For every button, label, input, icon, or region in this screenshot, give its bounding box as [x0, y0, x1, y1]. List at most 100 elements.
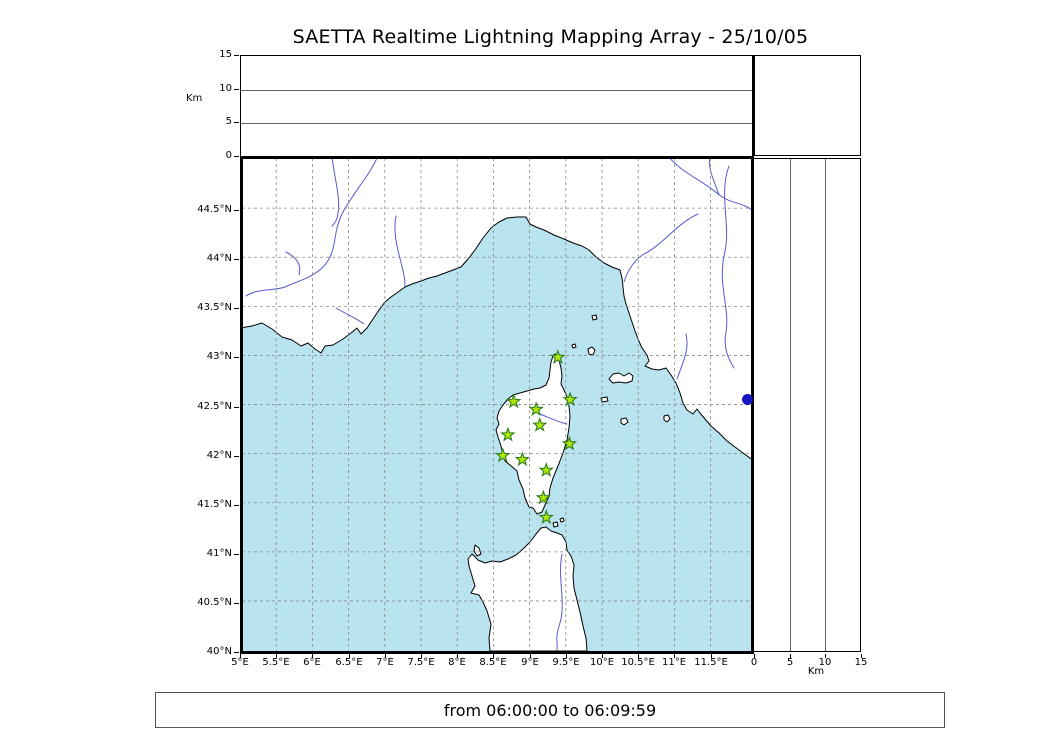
alt-tick-label: 15 [219, 49, 232, 60]
alt-tick-label: 10 [219, 83, 232, 94]
river-line [394, 215, 406, 287]
lon-tick-label: 11°E [661, 657, 687, 668]
lat-tick-mark [234, 554, 239, 555]
capraia-island [587, 346, 596, 356]
alt-tick-mark [234, 156, 239, 157]
lon-tick-mark [276, 654, 277, 658]
lat-tick-mark [234, 259, 239, 260]
km-tick-label: 5 [786, 657, 794, 668]
map-frame-border [240, 156, 754, 654]
maddalena-islet-2 [559, 517, 565, 523]
alt-tick-mark [234, 55, 239, 56]
lat-tick-mark [234, 505, 239, 506]
station-star [505, 393, 522, 409]
corsica-island [495, 353, 571, 515]
lon-tick-label: 5.5°E [262, 657, 290, 668]
altitude-axis-label-top: Km [186, 93, 203, 104]
gorgona-islet [591, 314, 598, 321]
lat-tick-label: 43°N [206, 351, 232, 362]
km-tick-mark [754, 654, 755, 658]
station-star [561, 435, 578, 451]
altitude-longitude-panel [240, 55, 755, 156]
page-title: SAETTA Realtime Lightning Mapping Array … [292, 26, 809, 48]
river-line [331, 156, 340, 227]
lon-tick-mark [240, 654, 241, 658]
time-range-text: from 06:00:00 to 06:09:59 [443, 700, 657, 720]
lat-tick-label: 44°N [206, 253, 232, 264]
lon-tick-mark [711, 654, 712, 658]
altitude-gridline [790, 159, 791, 651]
station-star [538, 509, 554, 524]
river-line [721, 165, 735, 369]
station-star [532, 417, 548, 432]
km-tick-mark [790, 654, 791, 658]
altitude-gridline [241, 123, 752, 124]
elba-island [608, 372, 634, 384]
lightning-source-dot [742, 394, 753, 405]
lat-tick-label: 40.5°N [197, 597, 232, 608]
lon-tick-label: 6.5°E [335, 657, 363, 668]
lat-tick-mark [234, 652, 239, 653]
time-range-bar: from 06:00:00 to 06:09:59 [155, 692, 945, 728]
lon-tick-mark [530, 654, 531, 658]
lon-tick-mark [674, 654, 675, 658]
river-line [539, 413, 568, 425]
lon-tick-mark [493, 654, 494, 658]
station-star [535, 489, 551, 505]
continent-landmass [240, 156, 754, 462]
graticule-grid-layer [242, 158, 752, 652]
lat-tick-mark [234, 308, 239, 309]
giraglia-islet [571, 343, 577, 349]
coastline-layer [240, 156, 754, 652]
station-star [514, 451, 531, 467]
lon-tick-mark [457, 654, 458, 658]
lon-tick-label: 8°E [448, 657, 466, 668]
lat-tick-mark [234, 357, 239, 358]
lon-tick-label: 11.5°E [694, 657, 728, 668]
km-tick-label: 15 [854, 657, 868, 668]
lat-tick-mark [234, 210, 239, 211]
lon-tick-label: 10.5°E [621, 657, 655, 668]
km-tick-label: 0 [750, 657, 758, 668]
lon-tick-label: 7.5°E [407, 657, 435, 668]
km-tick-mark [861, 654, 862, 658]
lat-tick-label: 41.5°N [197, 499, 232, 510]
alt-tick-mark [234, 89, 239, 90]
river-line [623, 213, 699, 283]
station-star [528, 401, 544, 416]
lat-tick-mark [234, 603, 239, 604]
giglio-islet [663, 414, 671, 423]
lon-tick-mark [312, 654, 313, 658]
station-star [538, 462, 554, 477]
station-star [550, 349, 566, 365]
lon-tick-label: 6°E [303, 657, 321, 668]
lon-tick-mark [566, 654, 567, 658]
lon-tick-label: 7°E [376, 657, 394, 668]
lat-tick-label: 41°N [206, 548, 232, 559]
lon-tick-label: 8.5°E [479, 657, 507, 668]
lat-tick-label: 44.5°N [197, 204, 232, 215]
map-panel [240, 156, 754, 654]
station-star [500, 426, 516, 442]
altitude-gridline [241, 90, 752, 91]
river-line [245, 156, 379, 297]
river-line [676, 333, 688, 380]
lat-tick-mark [234, 456, 239, 457]
lon-tick-mark [602, 654, 603, 658]
lat-tick-label: 40°N [206, 646, 232, 657]
river-line [285, 251, 301, 276]
lon-tick-label: 9.5°E [552, 657, 580, 668]
alt-tick-mark [234, 122, 239, 123]
river-line [708, 156, 720, 196]
alt-tick-label: 5 [225, 116, 232, 127]
station-star [562, 391, 578, 407]
maddalena-islet [552, 521, 559, 528]
lat-tick-label: 43.5°N [197, 302, 232, 313]
asinara-islet [473, 544, 482, 557]
lon-tick-mark [385, 654, 386, 658]
altitude-scale-box [754, 55, 861, 156]
stations-layer [495, 349, 578, 524]
lon-tick-mark [638, 654, 639, 658]
river-line [667, 156, 753, 211]
